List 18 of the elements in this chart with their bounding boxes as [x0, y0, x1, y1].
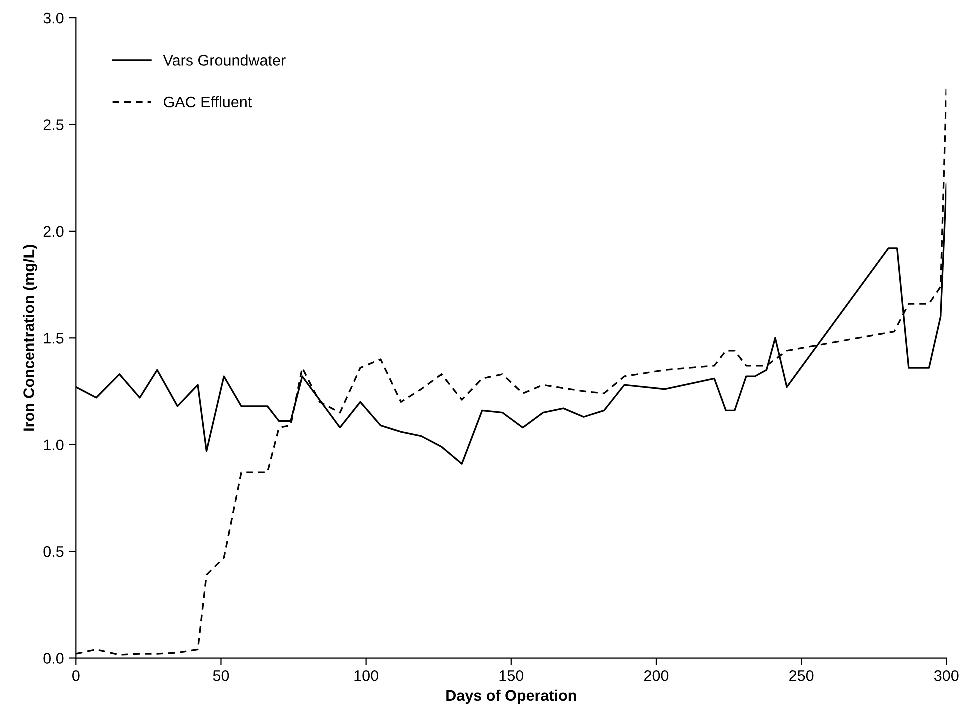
x-axis-title: Days of Operation [446, 690, 576, 704]
x-tick-label: 100 [354, 670, 378, 682]
x-tick-label: 250 [790, 670, 814, 682]
legend-label: GAC Effluent [164, 96, 252, 108]
y-axis-title: Iron Concentration (mg/L) [23, 245, 38, 431]
y-tick-label: 0.0 [44, 653, 64, 664]
y-tick-label: 1.0 [44, 440, 64, 451]
x-tick-label: 200 [644, 670, 669, 682]
y-tick-label: 1.5 [44, 333, 64, 344]
x-tick-label: 150 [500, 670, 524, 682]
y-tick-label: 2.5 [44, 120, 64, 130]
x-tick-label: 50 [213, 670, 230, 682]
y-tick-label: 2.0 [44, 226, 64, 238]
legend-label: Vars Groundwater [163, 54, 286, 66]
y-tick-label: 0.5 [44, 546, 64, 558]
x-tick-label: 0 [72, 670, 80, 682]
x-tick-label: 300 [934, 670, 959, 682]
y-tick-label: 3.0 [44, 12, 64, 24]
